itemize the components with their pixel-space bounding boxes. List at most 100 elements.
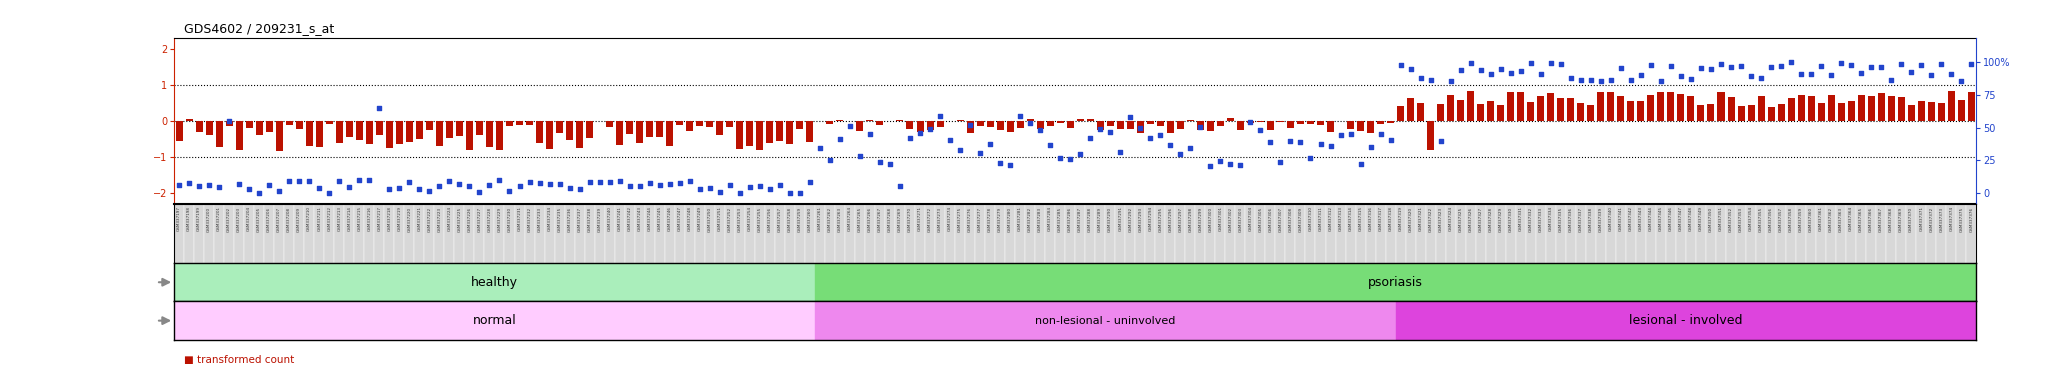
Text: GSM337274: GSM337274 [948,207,952,232]
Bar [1946,204,1956,263]
Text: GSM337211: GSM337211 [317,207,322,232]
Point [1565,77,1597,83]
Bar [1237,121,1243,130]
Bar [635,204,645,263]
Point [1595,77,1628,83]
Bar [1047,121,1053,126]
Bar [786,121,793,144]
Bar [1346,204,1356,263]
Text: GSM337314: GSM337314 [1348,207,1352,232]
Text: GSM337364: GSM337364 [1849,207,1853,232]
Bar [815,263,1976,301]
Text: GSM337263: GSM337263 [838,207,842,232]
Point [1894,69,1927,75]
Text: GSM337294: GSM337294 [1149,207,1153,232]
Text: GSM337315: GSM337315 [1358,207,1362,232]
Bar [1317,121,1323,125]
Bar [1657,204,1665,263]
Text: GSM337254: GSM337254 [748,207,752,232]
Bar [1235,204,1245,263]
Bar [1305,204,1315,263]
Bar [1296,204,1305,263]
Text: GSM337219: GSM337219 [397,207,401,232]
Point [1315,143,1348,149]
Text: GSM337324: GSM337324 [1448,207,1452,232]
Bar [403,204,414,263]
Bar [717,121,723,136]
Text: GSM337224: GSM337224 [446,207,451,232]
Bar [264,204,274,263]
Text: GSM337197: GSM337197 [176,207,180,232]
Bar [1456,204,1466,263]
Point [1645,78,1677,84]
Point [1434,78,1466,84]
Bar [1866,204,1876,263]
Point [1686,65,1718,71]
Text: GSM337345: GSM337345 [1659,207,1663,232]
Bar [1466,204,1477,263]
Bar [174,263,815,301]
Text: GSM337309: GSM337309 [1298,207,1303,232]
Point [1485,66,1518,72]
Point [373,186,406,192]
Bar [1077,119,1083,121]
Text: GSM337365: GSM337365 [1860,207,1864,232]
Bar [584,204,594,263]
Text: GSM337354: GSM337354 [1749,207,1753,232]
Bar [1356,204,1366,263]
Bar [313,204,324,263]
Bar [825,204,836,263]
Point [522,180,555,186]
Bar [537,121,543,143]
Text: GSM337271: GSM337271 [918,207,922,232]
Bar [807,121,813,142]
Text: GSM337282: GSM337282 [1028,207,1032,232]
Point [1124,125,1157,131]
Point [1915,72,1948,78]
Point [1665,73,1698,79]
Bar [535,204,545,263]
Bar [936,204,944,263]
Point [1534,60,1567,66]
Bar [1376,204,1386,263]
Text: GSM337281: GSM337281 [1018,207,1022,232]
Bar [614,204,625,263]
Bar [874,204,885,263]
Text: GSM337226: GSM337226 [467,207,471,232]
Bar [1085,204,1096,263]
Point [702,189,735,195]
Point [1204,158,1237,164]
Text: GSM337311: GSM337311 [1319,207,1323,232]
Bar [1587,105,1593,121]
Bar [1006,204,1016,263]
Point [903,130,936,136]
Bar [1927,204,1935,263]
Point [504,183,537,189]
Bar [1567,204,1575,263]
Text: GSM337289: GSM337289 [1098,207,1102,232]
Bar [354,204,365,263]
Bar [1657,92,1665,121]
Text: GSM337298: GSM337298 [1188,207,1192,232]
Bar [764,204,774,263]
Bar [1935,204,1946,263]
Point [362,105,395,111]
Text: GSM337356: GSM337356 [1769,207,1774,232]
Text: GSM337319: GSM337319 [1399,207,1403,232]
Bar [604,204,614,263]
Text: GSM337278: GSM337278 [987,207,991,232]
Bar [1968,92,1974,121]
Bar [475,121,483,135]
Bar [295,204,305,263]
Text: GSM337245: GSM337245 [657,207,662,232]
Bar [305,204,313,263]
Bar [516,121,522,126]
Point [1634,62,1667,68]
Bar [475,204,485,263]
Text: GSM337318: GSM337318 [1389,207,1393,232]
Bar [305,121,313,146]
Bar [637,121,643,143]
Bar [1165,204,1176,263]
Bar [1608,92,1614,121]
Bar [1917,204,1927,263]
